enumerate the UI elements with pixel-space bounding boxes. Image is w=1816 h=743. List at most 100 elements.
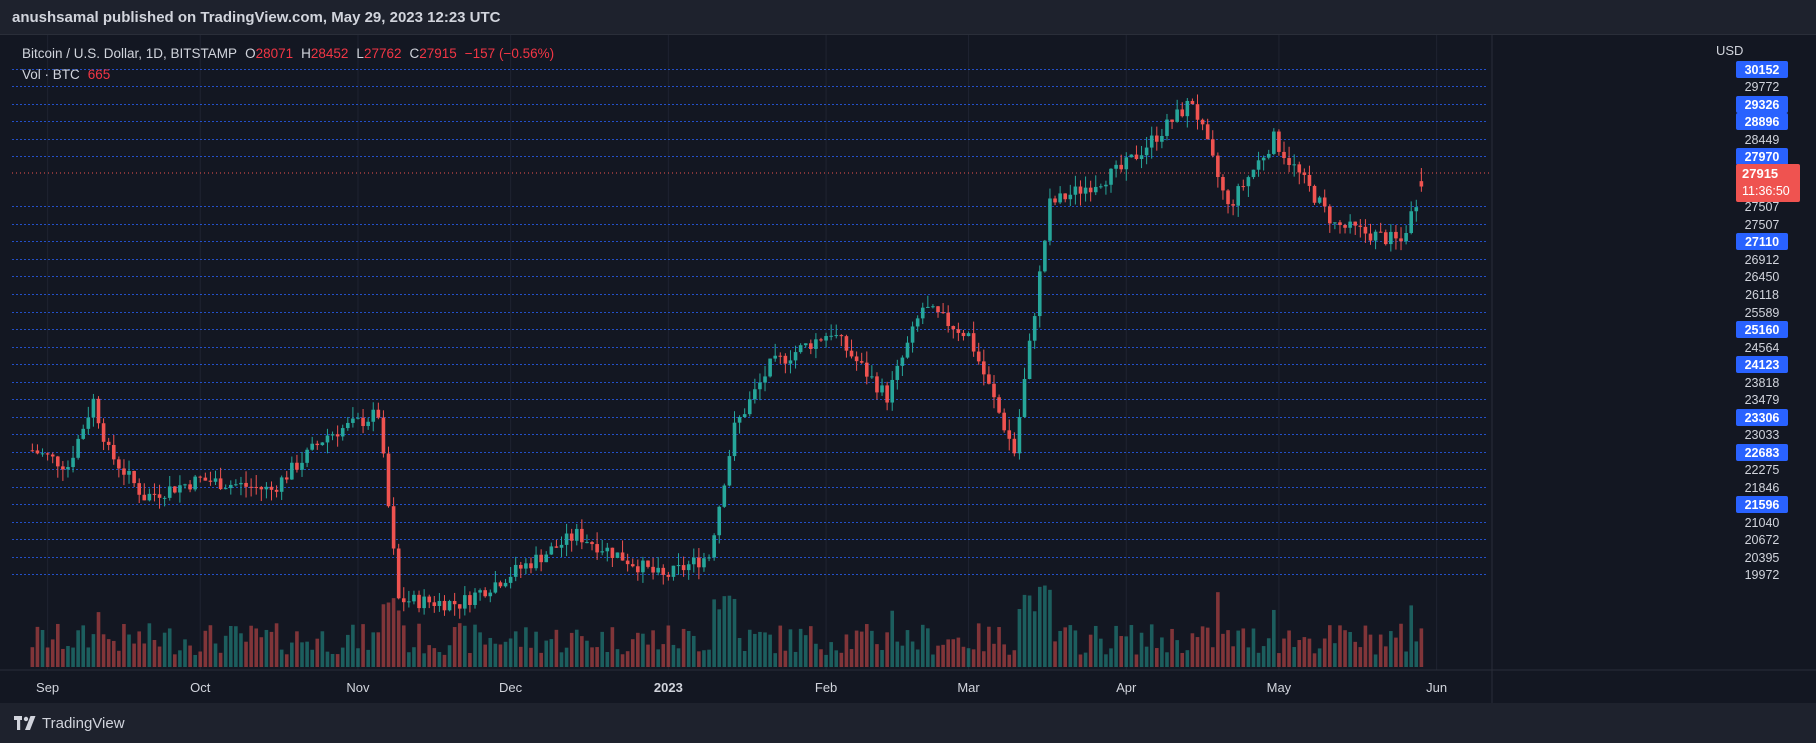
price-level-label[interactable]: 20672 (1745, 533, 1780, 547)
volume-bar (1210, 647, 1215, 667)
volume-bar (854, 630, 859, 667)
volume-bar (61, 648, 65, 667)
volume-bar (432, 648, 437, 667)
price-level-label[interactable]: 23818 (1745, 376, 1780, 390)
candle-body (1200, 119, 1205, 125)
low-label: L (356, 46, 364, 61)
price-level-label[interactable]: 21596 (1745, 498, 1780, 512)
price-level-label[interactable]: 26912 (1745, 253, 1780, 267)
candle-body (961, 332, 966, 337)
candle-body (595, 544, 599, 553)
price-level-label[interactable]: 22683 (1745, 446, 1780, 460)
candle-body (157, 494, 162, 498)
candle-body (1419, 181, 1424, 187)
candle-body (737, 417, 742, 423)
price-level-label[interactable]: 26450 (1745, 270, 1780, 284)
time-axis-label[interactable]: Dec (499, 680, 523, 695)
volume-bar (1139, 632, 1144, 667)
volume-bar (534, 631, 538, 667)
volume-bar (707, 649, 711, 667)
price-level-label[interactable]: 27970 (1745, 150, 1780, 164)
candle-body (1134, 154, 1139, 159)
time-axis-label[interactable]: May (1267, 680, 1292, 695)
price-level-label[interactable]: 24123 (1745, 358, 1780, 372)
candle-body (722, 485, 727, 507)
candle-body (1048, 198, 1052, 241)
time-axis-label[interactable]: Apr (1116, 680, 1137, 695)
candle-body (1088, 187, 1093, 193)
price-level-label[interactable]: 26118 (1745, 288, 1779, 302)
price-level-label[interactable]: 23306 (1745, 411, 1780, 425)
currency-label[interactable]: USD (1716, 43, 1743, 58)
volume-bar (111, 640, 116, 667)
candle-body (992, 383, 996, 398)
volume-bar (920, 624, 925, 667)
volume-bar (463, 625, 467, 667)
volume-bar (1160, 637, 1164, 667)
candle-body (468, 595, 472, 605)
candle-body (127, 470, 131, 475)
symbol-label[interactable]: Bitcoin / U.S. Dollar, 1D, BITSTAMP (22, 46, 238, 61)
time-axis-label[interactable]: 2023 (654, 680, 683, 695)
price-level-label[interactable]: 29326 (1745, 98, 1780, 112)
price-level-label[interactable]: 24564 (1745, 341, 1780, 355)
price-level-label[interactable]: 28896 (1745, 115, 1780, 129)
price-level-label[interactable]: 28449 (1745, 133, 1780, 147)
candle-body (1399, 238, 1403, 242)
price-level-label-bg (1736, 61, 1788, 78)
time-axis-label[interactable]: Jun (1426, 680, 1447, 695)
volume-bar (442, 654, 447, 667)
price-level-label[interactable]: 25160 (1745, 323, 1780, 337)
price-level-label[interactable]: 22275 (1745, 463, 1780, 477)
candle-body (401, 598, 406, 603)
volume-bar (468, 652, 472, 667)
tradingview-logo-icon[interactable] (14, 716, 36, 730)
candle-body (203, 477, 208, 481)
candle-body (1282, 151, 1286, 159)
volume-bar (208, 625, 213, 667)
candle-body (625, 560, 630, 565)
candle-body (1266, 153, 1271, 158)
time-axis-label[interactable]: Mar (957, 680, 980, 695)
price-level-label[interactable]: 27507 (1745, 218, 1780, 232)
time-axis-label[interactable]: Oct (190, 680, 211, 695)
candle-body (452, 601, 457, 605)
time-axis-label[interactable]: Sep (36, 680, 59, 695)
candle-body (819, 339, 823, 341)
price-level-label[interactable]: 27507 (1745, 200, 1780, 214)
price-level-label[interactable]: 21040 (1745, 516, 1780, 530)
chart-pane[interactable]: USD 30152 29772 29326 28896 28449 27970 27507 27… (0, 34, 1816, 704)
price-level-label[interactable]: 21846 (1745, 481, 1780, 495)
price-level-label[interactable]: 20395 (1745, 551, 1780, 565)
price-level-label[interactable]: 23479 (1745, 393, 1780, 407)
volume-bar (1419, 628, 1424, 667)
volume-bar (35, 626, 40, 667)
volume-bar (727, 595, 732, 667)
price-level-label[interactable]: 23033 (1745, 428, 1780, 442)
candle-body (478, 590, 482, 593)
volume-label[interactable]: Vol · BTC (22, 67, 80, 82)
volume-bar (503, 641, 508, 667)
volume-bar (966, 648, 971, 667)
volume-bar (646, 644, 650, 667)
current-price-label[interactable]: 27915 (1742, 166, 1778, 181)
price-level-label[interactable]: 25589 (1745, 306, 1780, 320)
volume-bar (1297, 640, 1302, 667)
candle-body (651, 566, 655, 573)
volume-bar (686, 630, 691, 667)
time-axis-label[interactable]: Feb (815, 680, 837, 695)
volume-bar (1302, 637, 1307, 667)
price-level-label[interactable]: 29772 (1745, 80, 1780, 94)
price-level-label[interactable]: 30152 (1745, 63, 1780, 77)
time-axis-label[interactable]: Nov (346, 680, 370, 695)
volume-bar (1185, 650, 1190, 667)
price-level-label[interactable]: 19972 (1745, 568, 1780, 582)
candle-body (335, 434, 340, 437)
volume-bar (936, 645, 940, 667)
brand-name[interactable]: TradingView (42, 714, 125, 732)
volume-bar (483, 644, 487, 667)
price-scale-pane[interactable] (1492, 35, 1816, 670)
price-level-label[interactable]: 27110 (1745, 235, 1779, 249)
candle-body (1210, 139, 1215, 156)
